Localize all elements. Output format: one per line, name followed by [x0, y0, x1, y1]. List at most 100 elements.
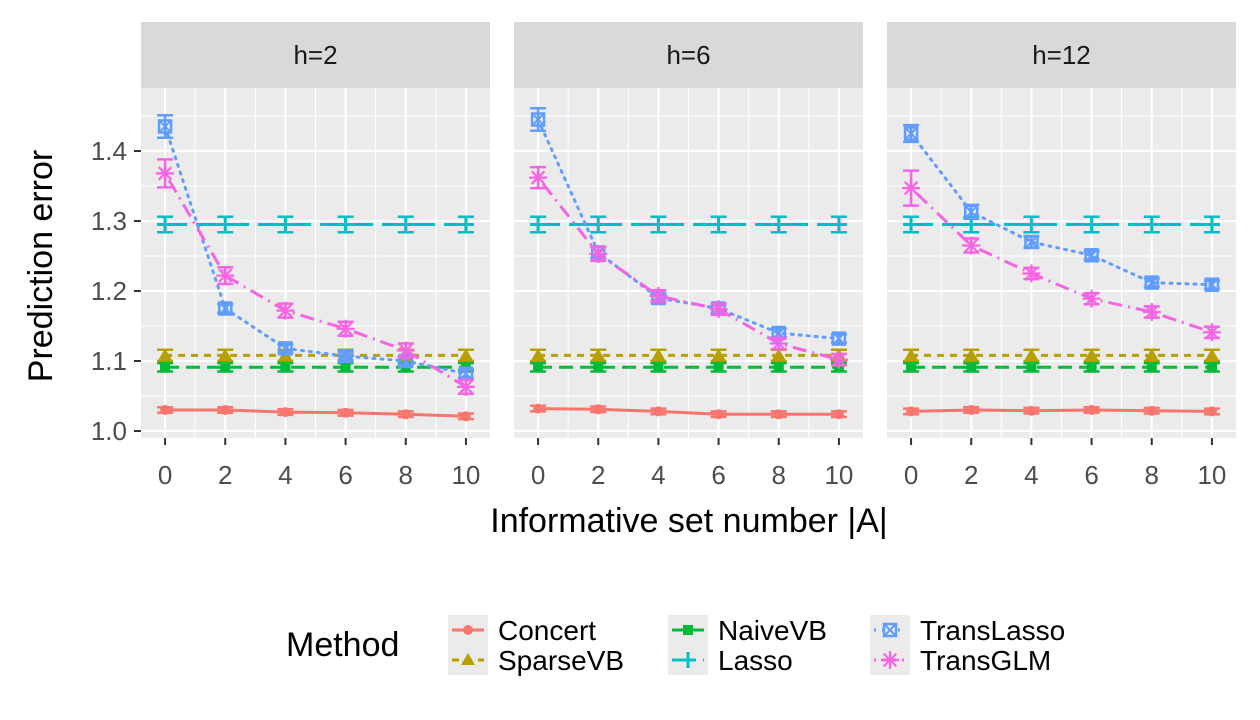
data-point: [529, 168, 548, 187]
data-point: [906, 406, 917, 417]
data-point: [160, 362, 171, 373]
data-point: [590, 216, 607, 233]
legend-item: TransLasso: [870, 615, 1065, 646]
series-line: [909, 132, 1214, 287]
data-point: [338, 348, 353, 364]
data-point: [276, 301, 295, 320]
data-point: [966, 405, 977, 415]
series-translasso: [903, 123, 1220, 292]
data-point: [964, 348, 979, 361]
data-point: [830, 216, 847, 233]
data-point: [1142, 303, 1161, 321]
data-point: [829, 350, 848, 369]
legend-marker: [461, 653, 475, 665]
x-tick-label: 2: [591, 460, 605, 490]
x-tick-label: 8: [772, 460, 786, 490]
series-lasso: [157, 215, 474, 234]
data-point: [713, 409, 724, 420]
series-sparsevb: [903, 348, 1220, 363]
data-point: [906, 362, 917, 373]
data-point: [277, 216, 294, 233]
data-point: [650, 216, 667, 233]
facet-panel: h=2 0 2 4 6 8 10: [141, 22, 490, 490]
data-point: [531, 348, 546, 361]
data-point: [653, 406, 664, 417]
legend-label: SparseVB: [498, 645, 624, 676]
legend-label: NaiveVB: [718, 615, 827, 646]
x-tick-label: 8: [399, 460, 413, 490]
data-point: [457, 216, 474, 233]
data-point: [156, 164, 175, 183]
facet-strip-label: h=2: [293, 40, 337, 70]
data-point: [1083, 216, 1100, 233]
x-tick-label: 10: [824, 460, 853, 490]
legend-marker: [680, 652, 696, 668]
data-point: [773, 409, 784, 420]
data-point: [157, 216, 174, 233]
legend-marker: [882, 622, 898, 638]
legend-item: SparseVB: [448, 645, 624, 676]
data-point: [711, 348, 726, 361]
legend-marker: [881, 651, 899, 669]
series-line: [165, 408, 466, 418]
x-tick-label: 8: [1145, 460, 1159, 490]
data-point: [713, 362, 724, 373]
data-point: [710, 216, 727, 233]
data-point: [709, 300, 728, 319]
data-point: [651, 348, 666, 361]
data-point: [1024, 234, 1039, 250]
data-point: [157, 119, 173, 134]
data-point: [1204, 277, 1220, 292]
data-point: [458, 348, 473, 361]
legend-item: TransGLM: [870, 645, 1051, 676]
data-point: [1203, 216, 1220, 233]
data-point: [280, 407, 291, 418]
data-point: [833, 409, 844, 420]
data-point: [340, 407, 351, 418]
data-point: [220, 405, 231, 415]
data-point: [340, 362, 351, 373]
legend-item: Concert: [448, 615, 596, 646]
series-concert: [530, 403, 847, 420]
data-point: [400, 409, 411, 420]
data-point: [1202, 323, 1221, 342]
data-point: [653, 362, 664, 373]
x-tick-label: 2: [218, 460, 232, 490]
data-point: [278, 341, 293, 356]
data-point: [962, 236, 981, 255]
series-transglm: [902, 169, 1221, 342]
data-point: [397, 216, 414, 233]
series-lasso: [530, 215, 847, 234]
series-line: [536, 118, 841, 341]
y-axis-title: Prediction error: [22, 150, 60, 382]
data-point: [903, 216, 920, 233]
data-point: [530, 112, 546, 127]
series-lasso: [903, 215, 1220, 234]
x-tick-label: 4: [1024, 460, 1038, 490]
x-tick-label: 4: [651, 460, 665, 490]
data-point: [456, 377, 475, 396]
series-concert: [903, 405, 1220, 417]
data-point: [771, 348, 786, 361]
series-naivevb: [903, 361, 1220, 373]
data-point: [904, 348, 919, 361]
y-tick-label: 1.4: [91, 136, 127, 166]
facet-panel: h=12 0 2 4 6 8 10: [887, 22, 1236, 490]
legend-title: Method: [286, 626, 399, 664]
data-point: [160, 405, 171, 415]
legend-marker: [683, 625, 693, 635]
legend-item: NaiveVB: [668, 615, 827, 646]
data-point: [280, 362, 291, 373]
x-axis-title: Informative set number |A|: [490, 502, 888, 540]
facet-panel: h=6 0 2 4 6 8 10: [514, 22, 863, 490]
series-transglm: [156, 158, 475, 396]
data-point: [903, 126, 919, 141]
legend-label: TransLasso: [920, 615, 1065, 646]
data-point: [1022, 264, 1041, 283]
x-tick-label: 10: [451, 460, 480, 490]
x-tick-label: 0: [531, 460, 545, 490]
x-tick-label: 6: [1084, 460, 1098, 490]
data-point: [533, 362, 544, 373]
x-tick-label: 4: [278, 460, 292, 490]
